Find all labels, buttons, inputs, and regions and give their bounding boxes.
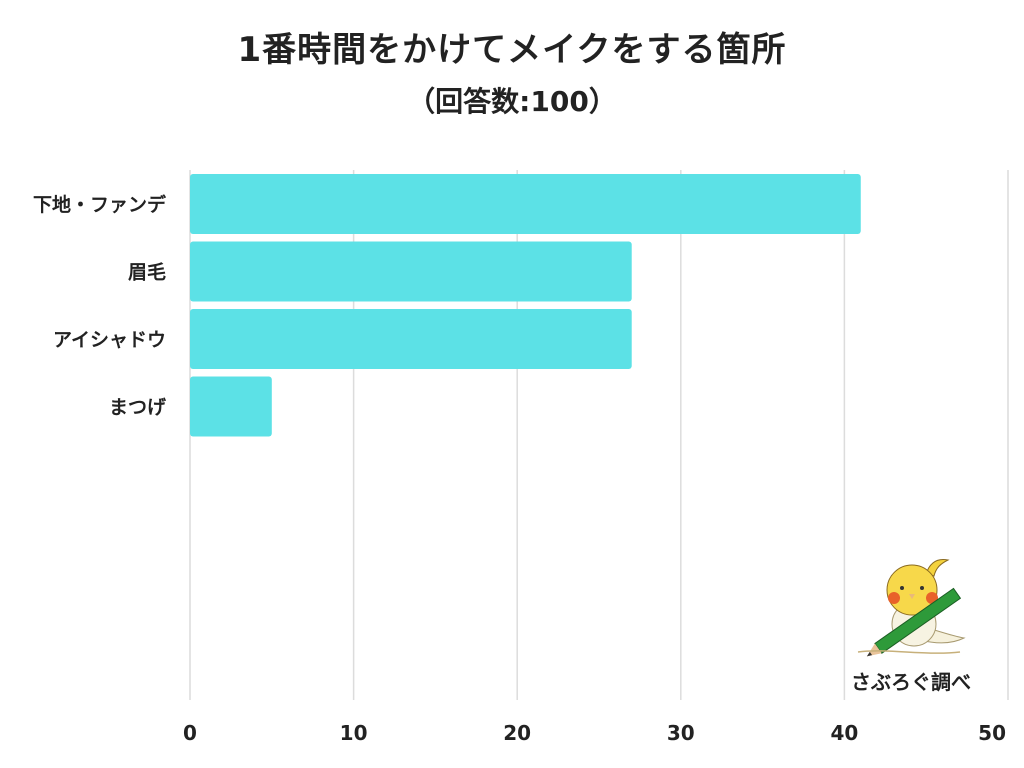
bar	[190, 174, 861, 234]
x-tick-label: 20	[503, 721, 531, 745]
chart-subtitle: （回答数:100）	[407, 85, 617, 118]
category-label: まつげ	[109, 397, 167, 419]
bar	[190, 241, 632, 302]
bars	[190, 174, 861, 437]
source-credit: さぶろぐ調べ	[851, 670, 971, 694]
x-tick-label: 50	[978, 721, 1006, 745]
x-tick-label: 40	[830, 721, 858, 745]
x-tick-label: 30	[667, 721, 695, 745]
category-label: アイシャドウ	[53, 329, 166, 351]
x-tick-label: 0	[183, 721, 197, 745]
x-axis-tick-labels: 0 10 20 30 40 50	[183, 721, 1006, 745]
x-tick-label: 10	[340, 721, 368, 745]
bar	[190, 309, 632, 369]
category-label: 下地・ファンデ	[33, 193, 167, 216]
bar	[190, 376, 272, 437]
cockatiel-mascot-icon	[857, 559, 966, 657]
chart-title: 1番時間をかけてメイクをする箇所	[237, 30, 787, 70]
category-label: 眉毛	[128, 262, 166, 284]
